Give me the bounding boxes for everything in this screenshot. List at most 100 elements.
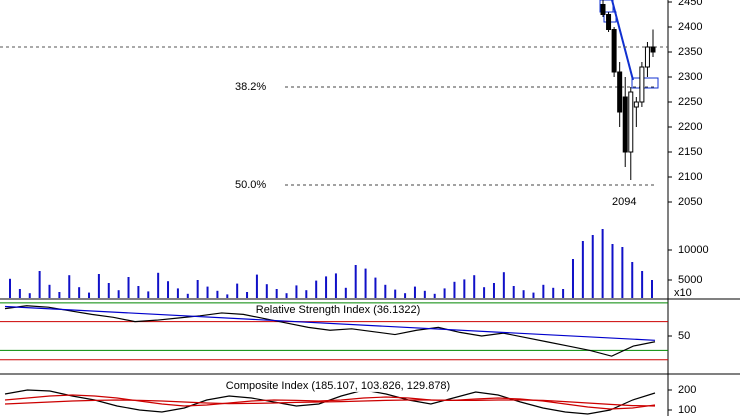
volume-bar: [522, 290, 525, 298]
indicator-line: [4, 305, 656, 357]
volume-bar: [423, 290, 426, 298]
y-tick-label: 100: [678, 404, 696, 416]
volume-bar: [285, 293, 288, 298]
volume-bar: [443, 288, 446, 298]
volume-bar: [611, 244, 614, 298]
volume-bar: [364, 268, 367, 298]
panel-title: Composite Index (185.107, 103.826, 129.8…: [226, 380, 450, 392]
volume-bar: [492, 283, 495, 298]
volume-bar: [374, 277, 377, 298]
volume-bar: [9, 278, 11, 298]
panel-title-bg: [253, 303, 423, 316]
candle-body: [611, 29, 617, 73]
volume-bar: [246, 292, 249, 298]
y-tick-label: 2050: [678, 196, 702, 208]
panel-title-bg: [223, 379, 453, 392]
volume-bar: [571, 259, 574, 298]
volume-bar: [38, 271, 41, 298]
volume-bar: [512, 286, 515, 298]
fib-label: 50.0%: [235, 179, 266, 191]
candle-body: [622, 96, 628, 153]
volume-bar: [354, 265, 357, 298]
volume-bar: [463, 279, 466, 298]
volume-bar: [18, 289, 21, 298]
volume-bar: [532, 292, 535, 298]
volume-bar: [28, 293, 31, 298]
volume-bar: [641, 271, 644, 298]
candle-body: [633, 101, 639, 108]
volume-bar: [186, 293, 189, 298]
y-tick-label: 10000: [678, 244, 709, 256]
volume-bar: [176, 288, 179, 298]
volume-bar: [483, 287, 486, 298]
volume-bar: [334, 273, 337, 298]
volume-bar: [147, 291, 150, 298]
volume-bar: [394, 289, 397, 298]
volume-bar: [157, 272, 160, 298]
volume-bar: [265, 284, 268, 298]
volume-bar: [315, 280, 318, 298]
volume-bar: [236, 283, 239, 298]
volume-bar: [88, 292, 91, 298]
volume-bar: [196, 280, 199, 298]
volume-bar: [502, 272, 505, 298]
unit-label: x10: [674, 287, 692, 299]
candle-body: [639, 66, 645, 103]
y-tick-label: 50: [678, 330, 690, 342]
volume-bar: [275, 289, 278, 298]
volume-bar: [68, 275, 71, 298]
volume-bar: [78, 287, 81, 298]
low-annotation: 2094: [612, 196, 636, 208]
volume-bar: [206, 286, 209, 298]
volume-bar: [216, 290, 219, 298]
volume-bar: [581, 241, 584, 298]
y-tick-label: 2350: [678, 46, 702, 58]
volume-bar: [591, 235, 594, 298]
volume-bar: [167, 281, 170, 298]
volume-bar: [552, 287, 555, 298]
volume-bar: [621, 247, 624, 298]
volume-bar: [325, 276, 328, 298]
candle-body: [644, 46, 650, 68]
volume-bar: [226, 294, 229, 298]
y-tick-label: 2250: [678, 96, 702, 108]
volume-bar: [58, 292, 61, 298]
y-tick-label: 5000: [678, 274, 702, 286]
volume-bar: [295, 285, 298, 298]
fib-label: 38.2%: [235, 81, 266, 93]
indicator-line: [4, 394, 656, 410]
volume-bar: [473, 275, 476, 298]
trend-line: [4, 305, 656, 341]
volume-bar: [384, 284, 387, 298]
y-tick-label: 2100: [678, 171, 702, 183]
volume-bar: [404, 293, 407, 298]
volume-bar: [107, 283, 110, 298]
candle-body: [617, 71, 623, 113]
y-tick-label: 2400: [678, 21, 702, 33]
volume-bar: [255, 274, 258, 298]
y-tick-label: 2150: [678, 146, 702, 158]
panel-title: Relative Strength Index (36.1322): [256, 304, 421, 316]
y-tick-label: 200: [678, 384, 696, 396]
candle-body: [600, 4, 606, 15]
volume-bar: [631, 262, 634, 298]
volume-bar: [562, 289, 565, 298]
volume-bar: [433, 293, 436, 298]
volume-bar: [48, 284, 51, 298]
volume-bar: [413, 286, 416, 298]
volume-bar: [601, 229, 604, 298]
highlight-box: [631, 77, 659, 89]
y-tick-label: 2200: [678, 121, 702, 133]
volume-bar: [651, 280, 653, 298]
indicator-line: [4, 399, 656, 407]
volume-bar: [344, 287, 347, 298]
candle-body: [650, 46, 656, 53]
volume-bar: [97, 274, 100, 298]
candle-body: [606, 14, 612, 30]
candle-body: [628, 91, 634, 153]
y-tick-label: 2300: [678, 71, 702, 83]
volume-bar: [305, 290, 308, 298]
